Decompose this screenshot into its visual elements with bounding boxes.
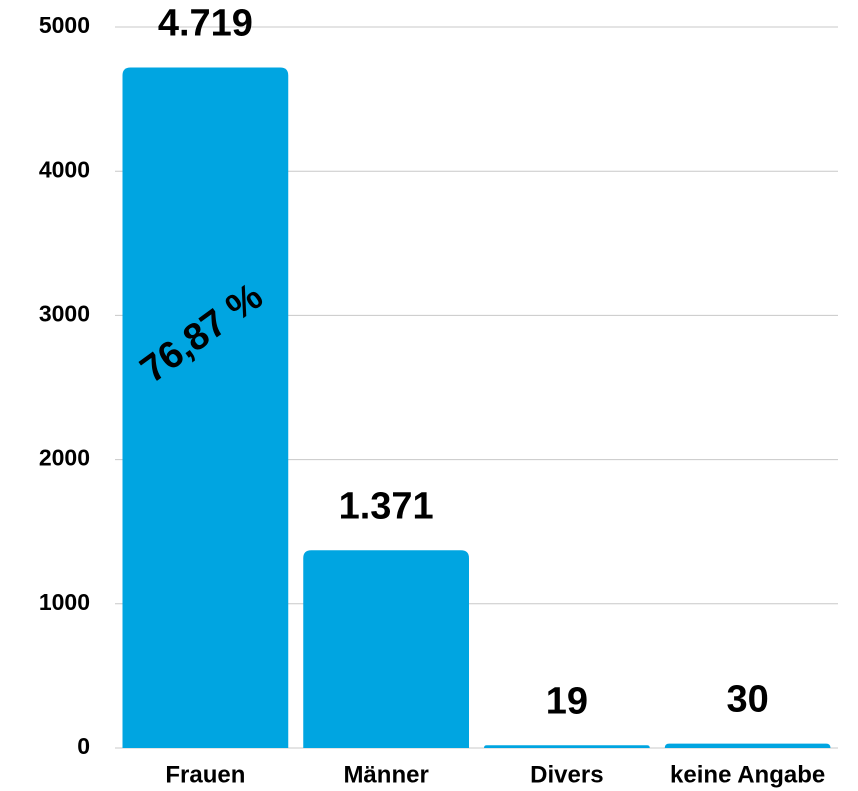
y-tick-label: 1000 — [39, 589, 90, 615]
y-tick-label: 0 — [77, 733, 90, 759]
x-tick-label: Männer — [343, 761, 428, 788]
y-tick-label: 5000 — [39, 12, 90, 38]
y-tick-label: 2000 — [39, 445, 90, 471]
bar — [122, 67, 289, 748]
y-tick-label: 3000 — [39, 300, 90, 326]
x-tick-label: Divers — [530, 761, 603, 788]
value-label: 19 — [546, 680, 588, 722]
value-label: 1.371 — [339, 485, 434, 527]
y-tick-label: 4000 — [39, 156, 90, 182]
x-tick-label: keine Angabe — [670, 761, 825, 788]
x-tick-label: Frauen — [165, 761, 245, 788]
value-label: 30 — [726, 679, 768, 721]
bar — [484, 745, 650, 748]
value-label: 4.719 — [158, 3, 253, 45]
bar — [303, 550, 469, 748]
bar — [664, 743, 831, 748]
